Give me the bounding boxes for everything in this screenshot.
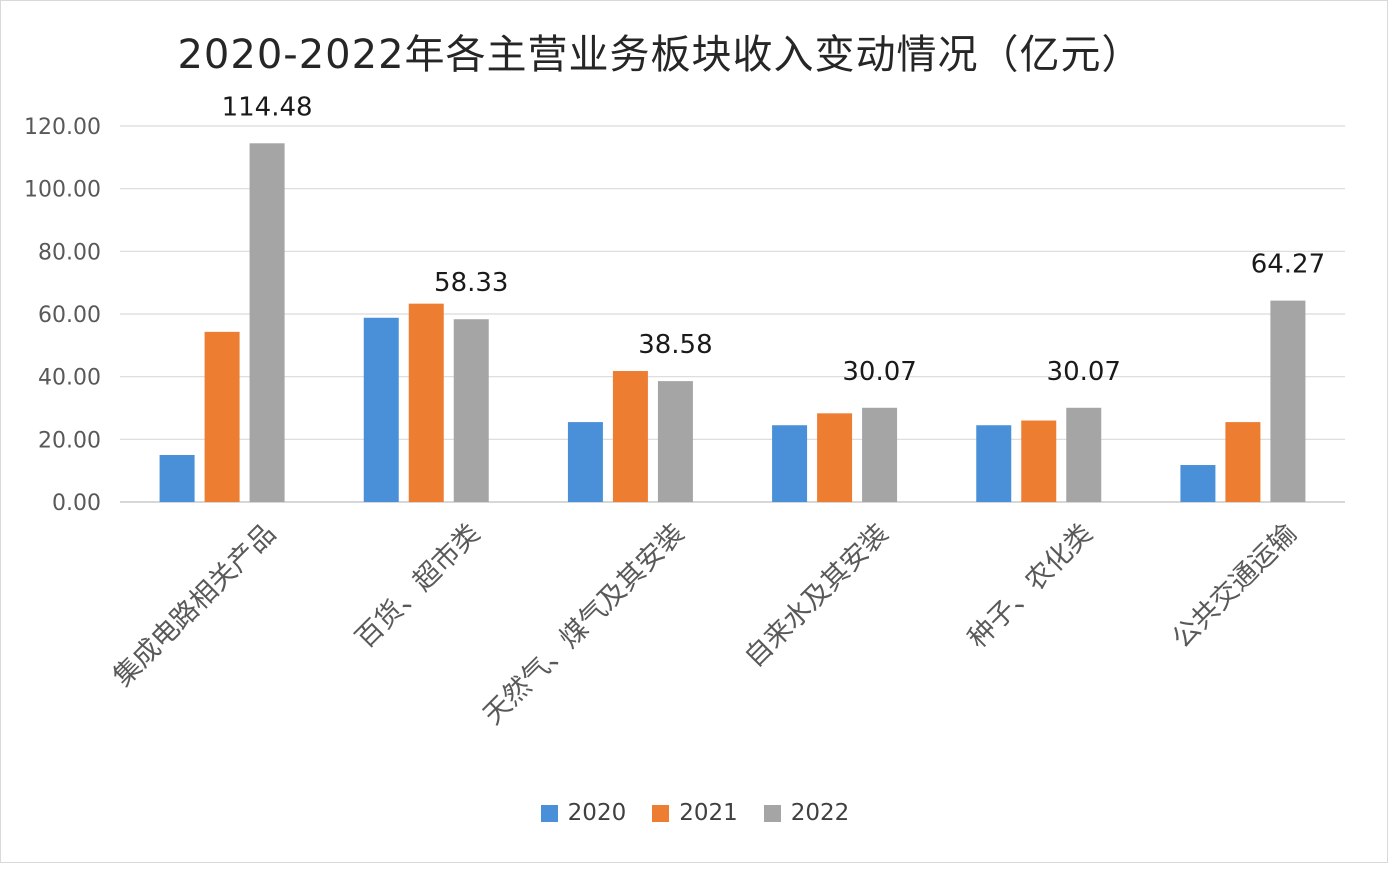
legend-swatch-2020 xyxy=(540,804,558,822)
bar-2022-2 xyxy=(657,381,693,502)
y-tick-label: 20.00 xyxy=(38,428,101,453)
y-tick-label: 60.00 xyxy=(38,303,101,328)
x-category-label: 天然气、煤气及其安装 xyxy=(478,518,691,731)
data-label: 30.07 xyxy=(842,357,916,387)
legend-label-2020: 2020 xyxy=(567,800,627,826)
x-category-label: 种子、农化类 xyxy=(962,518,1098,654)
bar-2021-0 xyxy=(204,331,240,502)
legend-label-2022: 2022 xyxy=(790,800,850,826)
legend-swatch-2022 xyxy=(763,804,781,822)
bar-2021-5 xyxy=(1225,422,1261,502)
data-label: 64.27 xyxy=(1251,250,1325,280)
bar-2020-5 xyxy=(1180,465,1216,502)
bar-2022-4 xyxy=(1066,407,1102,502)
y-tick-label: 120.00 xyxy=(24,115,101,140)
bar-2020-0 xyxy=(159,455,195,502)
x-category-label: 自来水及其安装 xyxy=(739,518,895,674)
chart-title: 2020-2022年各主营业务板块收入变动情况（亿元） xyxy=(177,32,1143,78)
bar-2022-0 xyxy=(249,143,285,502)
bar-2020-1 xyxy=(363,317,399,502)
x-category-label: 百货、超市类 xyxy=(350,518,486,654)
legend-item-2022: 2022 xyxy=(763,800,850,826)
bar-2022-5 xyxy=(1270,300,1306,502)
bar-2021-1 xyxy=(408,303,444,502)
y-tick-label: 0.00 xyxy=(52,491,101,516)
data-label: 58.33 xyxy=(434,268,508,298)
bar-2021-2 xyxy=(612,371,648,502)
bar-2021-3 xyxy=(817,413,853,502)
y-tick-label: 80.00 xyxy=(38,240,101,265)
bar-2022-3 xyxy=(862,407,898,502)
x-category-label: 公共交通运输 xyxy=(1166,518,1302,654)
legend-item-2021: 2021 xyxy=(652,800,738,826)
data-label: 38.58 xyxy=(638,330,712,360)
x-category-label: 集成电路相关产品 xyxy=(107,518,282,693)
y-tick-label: 40.00 xyxy=(38,366,101,391)
data-label: 114.48 xyxy=(222,92,313,122)
chart-legend: 2020 2021 2022 xyxy=(0,800,1390,826)
bar-chart: 0.00 20.00 40.00 60.00 80.00 100.00 120.00 114.… xyxy=(24,92,1345,731)
legend-item-2020: 2020 xyxy=(540,800,627,826)
bar-2020-3 xyxy=(772,425,808,502)
legend-label-2021: 2021 xyxy=(679,800,738,826)
legend-swatch-2021 xyxy=(652,804,670,822)
bar-2020-2 xyxy=(567,422,603,502)
data-label: 30.07 xyxy=(1047,357,1121,387)
bar-2022-1 xyxy=(453,319,489,502)
y-tick-label: 100.00 xyxy=(24,178,101,203)
bar-2021-4 xyxy=(1021,420,1057,502)
bar-2020-4 xyxy=(976,425,1012,502)
